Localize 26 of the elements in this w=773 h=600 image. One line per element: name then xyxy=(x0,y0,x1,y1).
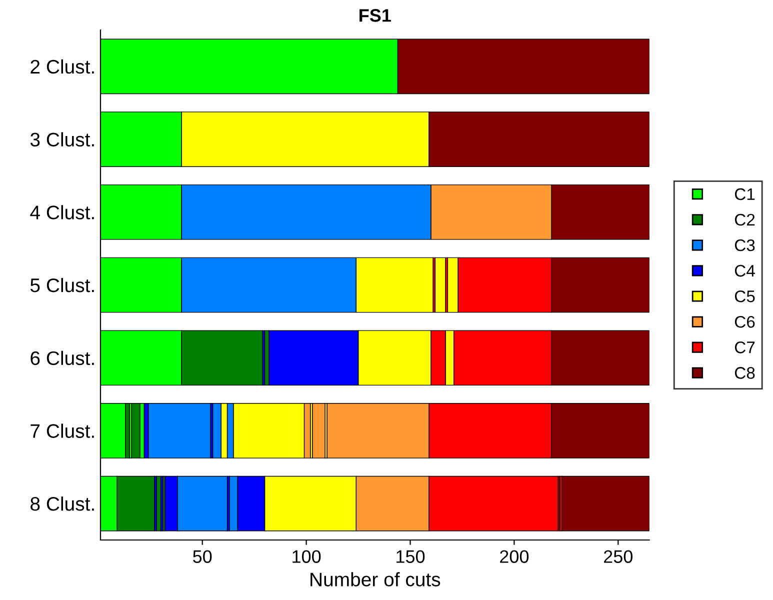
legend-label: C1 xyxy=(734,188,755,200)
x-tick-label: 100 xyxy=(292,550,321,563)
x-tick-label: 200 xyxy=(500,550,529,563)
y-tick-label: 3 Clust. xyxy=(30,132,94,147)
legend-label: C2 xyxy=(734,214,755,226)
bar xyxy=(131,403,140,458)
x-tick-label: 250 xyxy=(604,550,632,563)
legend-label: C8 xyxy=(734,367,755,379)
y-tick-label: 6 Clust. xyxy=(30,350,94,366)
bar xyxy=(148,403,212,458)
legend-label: C6 xyxy=(734,316,755,328)
y-tick-label: 2 Clust. xyxy=(30,59,94,74)
legend-label: C4 xyxy=(734,264,755,277)
x-tick-label: 150 xyxy=(396,550,425,563)
bar xyxy=(434,257,446,313)
x-tick-label: 50 xyxy=(193,550,212,563)
legend-label: C7 xyxy=(734,342,755,354)
legend-label: C5 xyxy=(734,290,755,302)
y-tick-label: 4 Clust. xyxy=(30,205,94,220)
y-tick-label: 8 Clust. xyxy=(30,496,94,511)
legend-label: C3 xyxy=(734,239,755,252)
chart-title: FS1 xyxy=(360,9,391,22)
bar xyxy=(562,476,650,532)
y-tick-label: 7 Clust. xyxy=(30,424,94,438)
x-axis-title: Number of cuts xyxy=(310,572,440,586)
y-tick-label: 5 Clust. xyxy=(30,278,94,292)
